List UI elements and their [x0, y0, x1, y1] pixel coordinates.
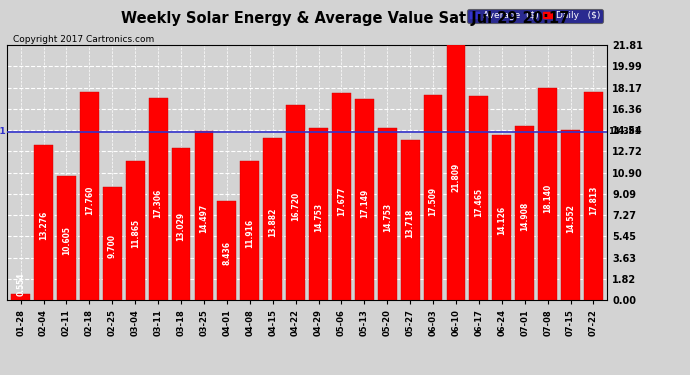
- Text: 11.916: 11.916: [245, 219, 255, 248]
- Legend: Average  ($), Daily   ($): Average ($), Daily ($): [467, 9, 602, 23]
- Text: 0.554: 0.554: [16, 273, 25, 297]
- Text: 14.908: 14.908: [520, 202, 529, 231]
- Text: 14.552: 14.552: [566, 204, 575, 233]
- Text: 18.140: 18.140: [543, 184, 552, 213]
- Text: 14.381: 14.381: [609, 128, 641, 136]
- Text: 17.465: 17.465: [475, 188, 484, 216]
- Text: 13.276: 13.276: [39, 211, 48, 240]
- Text: 10.605: 10.605: [62, 226, 71, 255]
- Text: 14.497: 14.497: [199, 204, 208, 233]
- Text: 8.436: 8.436: [222, 241, 231, 265]
- Text: 14.381: 14.381: [0, 128, 6, 136]
- Bar: [561, 130, 580, 300]
- Bar: [355, 99, 374, 300]
- Bar: [424, 95, 442, 300]
- Bar: [149, 98, 168, 300]
- Bar: [309, 128, 328, 300]
- Text: Copyright 2017 Cartronics.com: Copyright 2017 Cartronics.com: [13, 35, 154, 44]
- Bar: [515, 126, 534, 300]
- Bar: [378, 128, 397, 300]
- Bar: [469, 96, 489, 300]
- Bar: [538, 88, 557, 300]
- Bar: [172, 148, 190, 300]
- Text: Weekly Solar Energy & Average Value Sat Jul 29 20:17: Weekly Solar Energy & Average Value Sat …: [121, 11, 569, 26]
- Bar: [57, 176, 76, 300]
- Bar: [493, 135, 511, 300]
- Bar: [126, 161, 145, 300]
- Bar: [240, 160, 259, 300]
- Bar: [446, 45, 465, 300]
- Bar: [264, 138, 282, 300]
- Bar: [332, 93, 351, 300]
- Text: 11.865: 11.865: [130, 219, 139, 248]
- Text: 13.882: 13.882: [268, 207, 277, 237]
- Bar: [195, 130, 213, 300]
- Text: 17.813: 17.813: [589, 185, 598, 215]
- Text: 16.720: 16.720: [291, 192, 300, 221]
- Bar: [80, 92, 99, 300]
- Bar: [401, 140, 420, 300]
- Text: 17.149: 17.149: [359, 189, 369, 218]
- Text: 9.700: 9.700: [108, 234, 117, 258]
- Text: 17.677: 17.677: [337, 186, 346, 216]
- Bar: [217, 201, 236, 300]
- Bar: [286, 105, 305, 300]
- Text: 14.126: 14.126: [497, 206, 506, 235]
- Text: 13.718: 13.718: [406, 209, 415, 238]
- Text: 13.029: 13.029: [177, 212, 186, 242]
- Text: 17.760: 17.760: [85, 186, 94, 215]
- Text: 14.753: 14.753: [314, 202, 323, 232]
- Bar: [11, 294, 30, 300]
- Text: 14.753: 14.753: [383, 202, 392, 232]
- Bar: [34, 145, 53, 300]
- Text: 21.809: 21.809: [451, 163, 460, 192]
- Bar: [103, 187, 121, 300]
- Text: 17.509: 17.509: [428, 187, 437, 216]
- Bar: [584, 92, 603, 300]
- Text: 17.306: 17.306: [154, 188, 163, 218]
